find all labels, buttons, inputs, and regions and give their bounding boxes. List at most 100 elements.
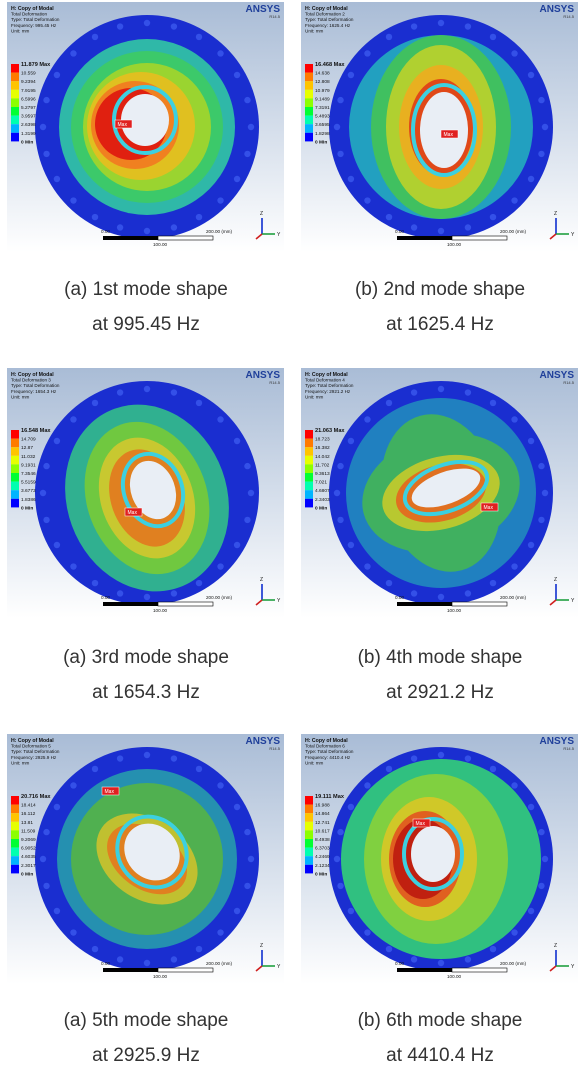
legend-band [305, 107, 313, 116]
scale-label: 0.00 [101, 961, 110, 966]
bolt-hole [337, 97, 343, 103]
caption-line: at 1654.3 Hz [1, 675, 291, 710]
bolt-hole [542, 490, 548, 496]
bolt-hole [54, 176, 60, 182]
header-line: Type: Total Deformation [305, 17, 354, 22]
panel: H: Copy of ModalTotal Deformation 5Type:… [7, 734, 284, 984]
bolt-hole [411, 755, 417, 761]
legend-label: 0 Min [21, 505, 33, 511]
bolt-hole [234, 804, 240, 810]
header-line: Unit: mm [11, 28, 30, 33]
legend-label: 4.6807 [315, 488, 330, 494]
bolt-hole [528, 542, 534, 548]
legend-label: 11.509 [21, 828, 36, 834]
bolt-hole [511, 416, 517, 422]
legend-band [11, 116, 19, 125]
bolt-hole [117, 755, 123, 761]
max-tag: Max [128, 510, 138, 516]
legend-band [305, 805, 313, 814]
scale-label: 0.00 [101, 229, 110, 234]
bolt-hole [43, 883, 49, 889]
legend-label: 11.032 [21, 454, 36, 460]
legend-band [305, 464, 313, 473]
caption-line: (a) 1st mode shape [1, 272, 291, 307]
legend-band [11, 124, 19, 133]
scale-label: 100.00 [153, 974, 167, 979]
scale-label: 100.00 [447, 242, 461, 247]
legend-label: 9.2069 [21, 837, 36, 843]
bolt-hole [70, 50, 76, 56]
bolt-hole [54, 804, 60, 810]
bolt-hole [538, 883, 544, 889]
bolt-hole [364, 929, 370, 935]
bolt-hole [511, 197, 517, 203]
axis-label: Z [260, 211, 263, 217]
legend-label: 8.4938 [315, 837, 330, 843]
bolt-hole [144, 594, 150, 600]
legend-band [305, 830, 313, 839]
simulation-image: H: Copy of ModalTotal Deformation 2Type:… [301, 2, 578, 252]
caption: (b) 2nd mode shapeat 1625.4 Hz [295, 272, 581, 342]
bolt-hole [117, 389, 123, 395]
legend-band [11, 107, 19, 116]
bolt-hole [364, 563, 370, 569]
legend-label: 7.3546 [21, 471, 36, 477]
header-line: Total Deformation [11, 12, 47, 17]
bolt-hole [438, 960, 444, 966]
bolt-hole [542, 124, 548, 130]
bolt-hole [217, 416, 223, 422]
bolt-hole [386, 946, 392, 952]
legend-band [11, 822, 19, 831]
legend-label: 7.9195 [21, 88, 36, 94]
legend-label: 9.1931 [21, 462, 36, 468]
caption-line: (b) 6th mode shape [295, 1003, 581, 1038]
legend-band [11, 805, 19, 814]
legend-band [305, 813, 313, 822]
bolt-hole [538, 517, 544, 523]
bolt-hole [70, 563, 76, 569]
bolt-hole [411, 389, 417, 395]
legend-band [11, 430, 19, 439]
legend-band [11, 81, 19, 90]
bolt-hole [490, 580, 496, 586]
simulation-image: H: Copy of ModalTotal Deformation 4Type:… [301, 368, 578, 618]
bolt-hole [411, 224, 417, 230]
legend-band [11, 464, 19, 473]
version: R14.5 [269, 380, 280, 385]
legend-band [305, 447, 313, 456]
bolt-hole [542, 856, 548, 862]
caption-line: at 1625.4 Hz [295, 307, 581, 342]
header-line: Total Deformation 2 [305, 12, 345, 17]
bolt-hole [70, 929, 76, 935]
scale-bar-left [397, 968, 452, 972]
legend-label: 16.382 [315, 445, 330, 451]
legend-label: 1.8386 [21, 497, 36, 503]
legend-band [305, 865, 313, 874]
bolt-hole [196, 400, 202, 406]
legend-band [305, 499, 313, 508]
bolt-hole [511, 50, 517, 56]
version: R14.5 [563, 14, 574, 19]
bolt-hole [511, 929, 517, 935]
header-line: Unit: mm [11, 760, 30, 765]
caption: (a) 3rd mode shapeat 1654.3 Hz [1, 640, 291, 710]
bolt-hole [171, 590, 177, 596]
header-line: Type: Total Deformation [11, 383, 60, 388]
bolt-hole [171, 389, 177, 395]
bolt-hole [528, 908, 534, 914]
bolt-hole [364, 197, 370, 203]
bolt-hole [465, 590, 471, 596]
bolt-hole [465, 23, 471, 29]
legend-band [305, 116, 313, 125]
legend-label: 14.864 [315, 811, 330, 817]
caption: (a) 5th mode shapeat 2925.9 Hz [1, 1003, 291, 1073]
bolt-hole [348, 438, 354, 444]
bolt-hole [43, 151, 49, 157]
legend-band [11, 490, 19, 499]
legend-label: 6.3703 [315, 846, 330, 852]
bolt-hole [196, 580, 202, 586]
header-line: Type: Total Deformation [305, 383, 354, 388]
